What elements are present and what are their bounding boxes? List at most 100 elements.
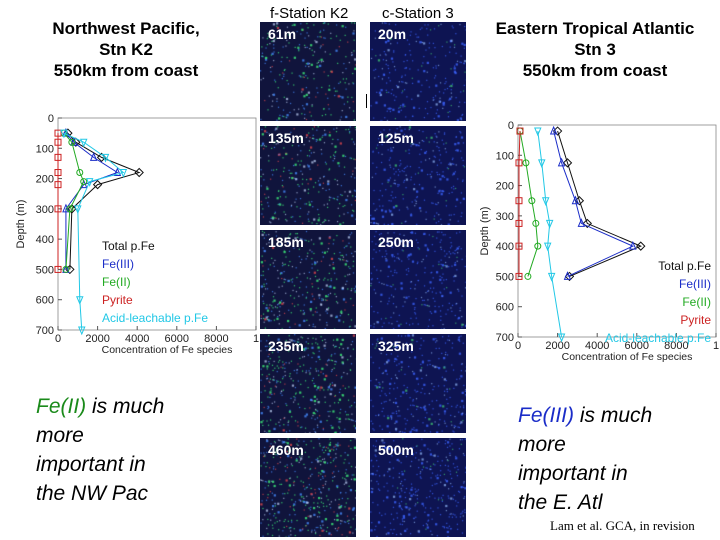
data-point [113, 167, 122, 177]
y-tick-label: 700 [496, 332, 514, 344]
y-tick-label: 300 [36, 204, 54, 216]
data-point [70, 136, 78, 146]
y-tick-label: 400 [496, 241, 514, 253]
left-station-title: Northwest Pacific, Stn K2 550km from coa… [52, 19, 200, 80]
data-point [89, 152, 98, 161]
legend-entry: Pyrite [102, 293, 133, 307]
right-station-title: Eastern Tropical Atlantic Stn 3 550km fr… [495, 19, 695, 80]
y-tick-label: 300 [496, 211, 514, 223]
callout-right-text: is much more important in the E. Atl [518, 404, 653, 514]
data-point [516, 127, 524, 135]
data-point [67, 204, 77, 214]
series-line [553, 130, 635, 277]
x-tick-label: 0 [515, 340, 521, 352]
divider-mark [366, 94, 367, 108]
plot-frame [57, 117, 257, 331]
micrograph-k2-2: 185m [260, 230, 356, 329]
x-tick-label: 8000 [204, 333, 228, 345]
micrograph-stn3-2: 250m [370, 230, 466, 329]
data-point [54, 181, 62, 189]
y-tick-label: 600 [496, 302, 514, 314]
y-tick-label: 700 [36, 325, 54, 337]
micrograph-k2-1: 135m [260, 126, 356, 225]
data-point [68, 138, 76, 146]
data-point [528, 197, 536, 205]
micrograph-depth-label: 460m [268, 442, 304, 458]
data-point [76, 169, 84, 177]
data-point [62, 203, 70, 213]
y-tick-label: 0 [508, 120, 514, 132]
legend-entry: Total p.Fe [658, 259, 711, 273]
callout-right-highlight: Fe(III) [518, 404, 574, 427]
data-point [85, 178, 94, 187]
data-point [101, 153, 110, 163]
micrograph-k2-3: 235m [260, 334, 356, 433]
x-tick-label: 0 [55, 333, 61, 345]
data-point [534, 127, 542, 137]
data-point [515, 272, 523, 280]
x-tick-label: 6000 [625, 340, 649, 352]
data-point [54, 153, 62, 161]
data-point [66, 205, 74, 213]
legend-entry: Acid-leachable p.Fe [102, 311, 208, 325]
data-point [547, 272, 556, 282]
data-point [545, 219, 554, 229]
data-point [541, 197, 550, 206]
micrograph-depth-label: 235m [268, 338, 304, 354]
callout-right: Fe(III) is much more important in the E.… [518, 401, 652, 517]
data-point [538, 159, 546, 169]
data-point [543, 242, 552, 252]
y-tick-label: 200 [36, 174, 54, 186]
data-point [515, 242, 523, 250]
micrograph-depth-label: 250m [378, 234, 414, 250]
x-tick-label: 1 [713, 340, 719, 352]
series-line [537, 130, 563, 338]
data-point [534, 242, 542, 250]
data-point [636, 241, 646, 251]
y-tick-label: 600 [36, 295, 54, 307]
data-point [76, 296, 84, 305]
micrograph-stn3-3: 325m [370, 334, 466, 433]
data-point [557, 157, 566, 167]
micrograph-depth-label: 185m [268, 234, 304, 250]
data-point [78, 326, 86, 336]
x-tick-label: 4000 [585, 340, 609, 352]
data-point [563, 271, 572, 280]
y-tick-label: 100 [496, 150, 514, 162]
x-tick-label: 8000 [664, 340, 688, 352]
data-point [571, 195, 580, 205]
micrograph-depth-label: 125m [378, 130, 414, 146]
data-point [582, 218, 593, 229]
data-point [562, 158, 573, 168]
legend-entry: Fe(II) [102, 275, 131, 289]
micrograph-k2-0: 61m [260, 22, 356, 121]
x-tick-label: 1 [253, 333, 259, 345]
data-point [80, 178, 88, 186]
column-header-stn3: c-Station 3 [382, 5, 454, 22]
series-line [63, 132, 85, 270]
data-point [54, 169, 62, 177]
series-line [63, 132, 125, 331]
data-point [60, 129, 68, 139]
y-tick-label: 500 [496, 271, 514, 283]
data-point [54, 138, 62, 146]
data-point [134, 167, 144, 178]
y-axis-label: Depth (m) [15, 200, 27, 249]
y-tick-label: 400 [36, 234, 54, 246]
legend-entry: Total p.Fe [102, 239, 155, 253]
data-point [515, 219, 523, 227]
data-point [62, 265, 70, 273]
callout-left-highlight: Fe(II) [36, 395, 87, 418]
x-axis-label: Concentration of Fe species [562, 351, 693, 363]
micrograph-stn3-0: 20m [370, 22, 466, 121]
data-point [74, 205, 82, 215]
data-point [522, 159, 530, 167]
callout-left: Fe(II) is much more important in the NW … [36, 392, 164, 508]
data-point [515, 197, 523, 205]
x-tick-label: 4000 [125, 333, 149, 345]
y-tick-label: 500 [36, 264, 54, 276]
micrograph-depth-label: 20m [378, 26, 407, 42]
x-tick-label: 6000 [165, 333, 189, 345]
